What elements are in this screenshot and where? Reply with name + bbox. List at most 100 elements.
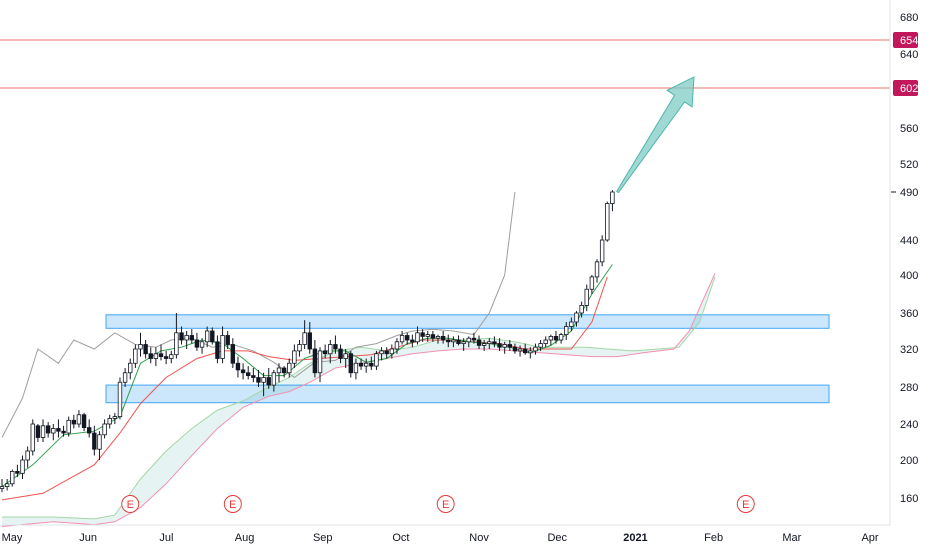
candle-body bbox=[307, 332, 312, 350]
price-tag-602: 602 bbox=[893, 80, 918, 96]
x-tick-label: Aug bbox=[235, 532, 255, 544]
candle-body bbox=[4, 483, 10, 487]
candle-body bbox=[543, 339, 548, 344]
price-tag-label: 490 bbox=[900, 187, 918, 199]
candle bbox=[210, 327, 215, 345]
candle-body bbox=[446, 339, 451, 343]
earnings-circle bbox=[436, 495, 455, 513]
x-tick-label: Nov bbox=[469, 532, 489, 544]
candle bbox=[174, 313, 179, 359]
x-tick-label: May bbox=[2, 532, 23, 544]
y-tick-label: 560 bbox=[900, 123, 918, 135]
candle bbox=[133, 344, 138, 368]
candle-body bbox=[271, 372, 277, 386]
candle-body bbox=[87, 427, 92, 434]
candle bbox=[405, 332, 410, 345]
candle-body bbox=[343, 353, 348, 359]
candle-body bbox=[184, 335, 189, 341]
candle bbox=[333, 335, 338, 354]
candle-body bbox=[322, 350, 328, 355]
candle bbox=[440, 331, 446, 344]
candle-body bbox=[584, 288, 589, 306]
candle-body bbox=[220, 335, 225, 359]
candle-body bbox=[451, 339, 456, 343]
candle bbox=[528, 347, 533, 359]
candle-body bbox=[112, 416, 118, 419]
candle-body bbox=[0, 486, 5, 489]
candle bbox=[204, 326, 210, 348]
candle-body bbox=[558, 334, 564, 341]
candle bbox=[389, 344, 395, 359]
candle-body bbox=[40, 425, 46, 438]
candle bbox=[266, 368, 271, 389]
candle bbox=[307, 322, 312, 354]
candle bbox=[225, 331, 230, 349]
candle-body bbox=[261, 377, 266, 383]
candle-body bbox=[528, 350, 533, 354]
candle-body bbox=[128, 362, 133, 374]
time-axis[interactable]: May Jun Jul Aug Sep Oct Nov Dec 2021 Feb Mar Apr bbox=[2, 532, 879, 544]
candle-body bbox=[610, 191, 615, 204]
candle bbox=[4, 479, 10, 491]
candle-body bbox=[569, 321, 574, 327]
candle-body bbox=[599, 239, 605, 263]
candle bbox=[379, 347, 384, 361]
candle bbox=[420, 329, 425, 342]
candle-body bbox=[210, 330, 215, 343]
candle-body bbox=[20, 459, 25, 474]
candle bbox=[97, 431, 102, 460]
zone-2 bbox=[105, 384, 830, 404]
candle-body bbox=[302, 332, 307, 345]
candle bbox=[287, 358, 292, 378]
candle-body bbox=[538, 343, 543, 348]
candle-body bbox=[56, 428, 61, 432]
x-tick-label: Sep bbox=[313, 532, 333, 544]
x-tick-label: Jun bbox=[79, 532, 97, 544]
candle-body bbox=[81, 414, 87, 429]
candlesticks bbox=[0, 190, 615, 493]
candle-body bbox=[204, 330, 210, 343]
candle bbox=[271, 369, 277, 392]
earnings-marker: E bbox=[736, 495, 755, 513]
candle-body bbox=[189, 335, 194, 341]
candle bbox=[394, 338, 400, 354]
candle bbox=[410, 334, 415, 348]
price-axis[interactable]: 680 640 560 520 440 400 360 320 280 240 200 160 bbox=[900, 12, 918, 505]
candle bbox=[317, 347, 323, 383]
candle bbox=[446, 334, 451, 348]
candle bbox=[256, 369, 261, 387]
candle bbox=[579, 301, 584, 318]
candle bbox=[507, 340, 513, 351]
earnings-circle bbox=[223, 495, 242, 513]
candle bbox=[553, 331, 559, 344]
candle-body bbox=[169, 354, 174, 359]
candle-body bbox=[235, 362, 241, 371]
earnings-circle bbox=[121, 495, 140, 513]
price-tag-bg bbox=[897, 184, 920, 199]
candle bbox=[487, 338, 492, 349]
candle-body bbox=[415, 332, 420, 343]
candle bbox=[20, 455, 25, 479]
candle bbox=[471, 332, 477, 344]
candle bbox=[66, 416, 71, 437]
candle bbox=[312, 340, 318, 378]
candle bbox=[189, 329, 194, 344]
candle bbox=[15, 464, 20, 478]
candle-body bbox=[481, 343, 487, 346]
candle bbox=[45, 422, 51, 438]
candle-body bbox=[533, 346, 538, 352]
candle bbox=[10, 469, 15, 487]
price-tag-label: 602 bbox=[900, 83, 918, 95]
candle bbox=[589, 275, 595, 294]
candle bbox=[76, 410, 82, 428]
x-tick-label: Feb bbox=[704, 532, 723, 544]
earnings-label: E bbox=[127, 499, 134, 511]
candle-body bbox=[30, 423, 35, 452]
candle bbox=[302, 320, 307, 349]
candle bbox=[610, 190, 615, 212]
candle-body bbox=[461, 341, 466, 344]
candle bbox=[92, 425, 97, 456]
candle bbox=[374, 350, 379, 370]
